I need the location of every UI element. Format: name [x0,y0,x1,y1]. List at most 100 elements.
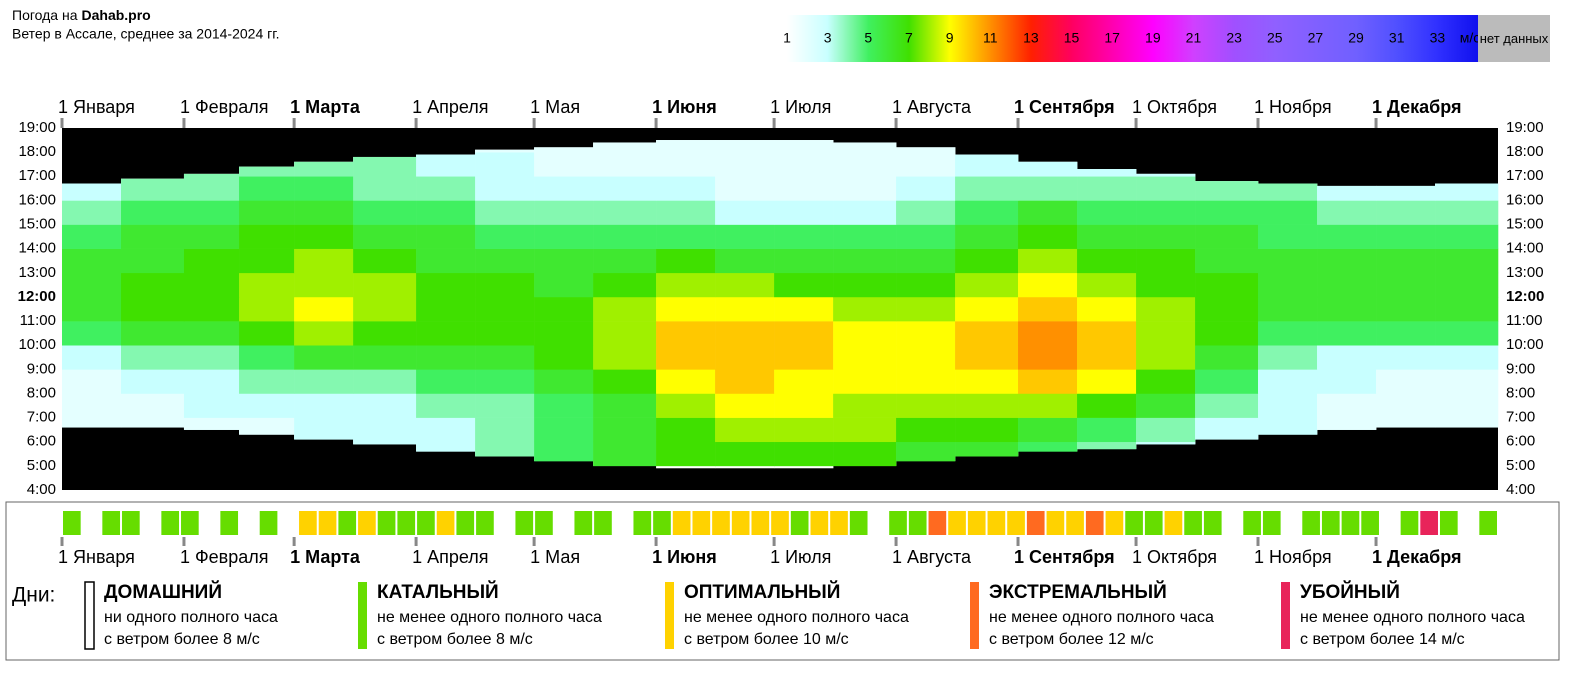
x-tick-label: 1 Февраля [180,547,269,567]
day-type-segment [830,511,848,535]
day-type-segment [63,511,81,535]
y-tick-label: 12:00 [1506,288,1544,305]
heat-cell [1258,248,1318,274]
y-tick-label: 9:00 [27,360,56,377]
heat-cell [1258,369,1318,394]
heat-cell [1376,224,1436,249]
day-type-segment [712,511,730,535]
heat-cell [656,417,716,443]
legend-desc: с ветром более 10 м/с [684,631,849,648]
x-tick-label: 1 Февраля [180,97,269,117]
legend-desc: не менее одного полного часа [989,609,1214,626]
heat-cell [534,369,594,394]
day-type-segment [200,511,219,535]
heat-cell [416,296,476,322]
legend-swatch [1281,582,1290,649]
heat-cell [1258,393,1318,418]
x-tick-label: 1 Января [58,97,135,117]
heat-cell [239,296,295,322]
legend-name: УБОЙНЫЙ [1300,581,1400,603]
heat-cell [1077,176,1137,201]
heat-cell [896,272,956,298]
day-type-segment [810,511,829,535]
legend-swatch [358,582,367,649]
heat-cell [656,200,716,225]
colorbar-tick-label: 25 [1267,30,1283,46]
heat-cell [1258,224,1318,249]
heat-cell [1258,272,1318,298]
heat-cell [955,248,1019,274]
heat-cell [774,272,834,298]
heat-cell [1195,200,1259,225]
heat-cell [1376,321,1436,346]
heat-cell [183,345,240,370]
heat-cell [1018,345,1078,370]
heat-cell [239,393,295,418]
heat-cell [1077,296,1137,322]
y-tick-label: 6:00 [1506,433,1535,450]
heat-cell [239,200,295,225]
colorbar-tick-label: 33 [1430,30,1446,46]
heat-cell [121,272,185,298]
heat-cell [62,272,122,298]
heat-cell [183,173,240,177]
heat-cell [656,176,716,201]
heat-cell [62,417,122,428]
legend-name: ЭКСТРЕМАЛЬНЫЙ [989,581,1167,603]
heat-cell [1077,441,1137,450]
day-type-segment [358,511,376,535]
colorbar-segment [1315,15,1357,62]
heat-cell [955,369,1019,394]
y-tick-label: 9:00 [1506,360,1535,377]
heat-cell [353,272,417,298]
heat-cell [1317,248,1377,274]
heat-cell [534,441,594,462]
heat-cell [896,248,956,274]
heat-cell [62,183,122,201]
colorbar-segment [1234,15,1276,62]
heat-cell [1077,417,1137,443]
day-type-segment [889,511,907,535]
day-type-segment [948,511,966,535]
heat-cell [1018,369,1078,394]
heat-cell [294,345,354,370]
heat-cell [896,345,956,370]
heat-cell [534,345,594,370]
heat-cell [475,152,535,177]
heat-cell [1195,417,1259,440]
heat-cell [955,393,1019,418]
heat-cell [955,441,1019,457]
day-type-segment [1184,511,1202,535]
heat-cell [833,142,897,153]
y-tick-label: 7:00 [27,409,56,426]
day-type-segment [220,511,239,535]
heat-cell [475,176,535,201]
heat-cell [593,224,657,249]
heat-cell [121,321,185,346]
colorbar-tick-label: 29 [1348,30,1364,46]
heat-cell [475,393,535,418]
day-type-segment [771,511,789,535]
day-type-segment [928,511,947,535]
legend-swatch [970,582,979,649]
day-type-segment [299,511,317,535]
heat-cell [475,224,535,249]
heat-cell [955,154,1019,177]
heat-cell [656,272,716,298]
heat-cell [955,417,1019,443]
heat-cell [715,417,775,443]
heat-cell [1077,224,1137,249]
heat-cell [1258,345,1318,370]
heat-cell [1435,296,1499,322]
heat-cell [1376,248,1436,274]
colorbar-segment [949,15,991,62]
heat-cell [416,417,476,443]
colorbar-segment [1193,15,1235,62]
day-type-segment [1400,511,1419,535]
heat-cell [353,156,417,177]
x-tick-label: 1 Июля [770,97,831,117]
colorbar-tick-label: 27 [1308,30,1324,46]
heat-cell [62,296,122,322]
colorbar-segment [908,15,951,62]
